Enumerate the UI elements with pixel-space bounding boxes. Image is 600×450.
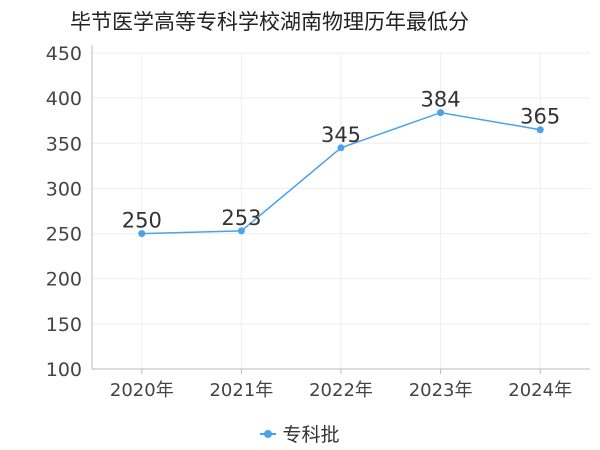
y-tick-label: 200 xyxy=(46,269,82,291)
data-point xyxy=(237,227,245,235)
y-tick-label: 100 xyxy=(46,359,82,381)
y-tick-label: 350 xyxy=(46,133,82,155)
data-point xyxy=(337,144,345,152)
y-tick-label: 300 xyxy=(46,178,82,200)
x-tick-label: 2020年 xyxy=(110,380,174,401)
y-tick-label: 250 xyxy=(46,224,82,246)
chart-title: 毕节医学高等专科学校湖南物理历年最低分 xyxy=(70,10,469,34)
data-label: 253 xyxy=(221,206,261,230)
data-label: 250 xyxy=(122,209,162,233)
data-label: 384 xyxy=(421,88,461,112)
legend-marker-icon xyxy=(260,428,277,440)
data-point xyxy=(437,109,445,117)
y-tick-label: 150 xyxy=(46,314,82,336)
x-tick-label: 2023年 xyxy=(409,380,473,401)
legend[interactable]: 专科批 xyxy=(0,420,600,447)
y-tick-label: 400 xyxy=(46,88,82,110)
x-tick-label: 2024年 xyxy=(508,380,572,401)
data-point xyxy=(138,230,146,238)
data-label: 365 xyxy=(520,105,560,129)
data-point xyxy=(536,126,544,134)
x-tick-label: 2022年 xyxy=(309,380,373,401)
x-tick-label: 2021年 xyxy=(209,380,273,401)
legend-label: 专科批 xyxy=(282,424,340,446)
data-label: 345 xyxy=(321,123,361,147)
y-tick-label: 450 xyxy=(46,43,82,65)
